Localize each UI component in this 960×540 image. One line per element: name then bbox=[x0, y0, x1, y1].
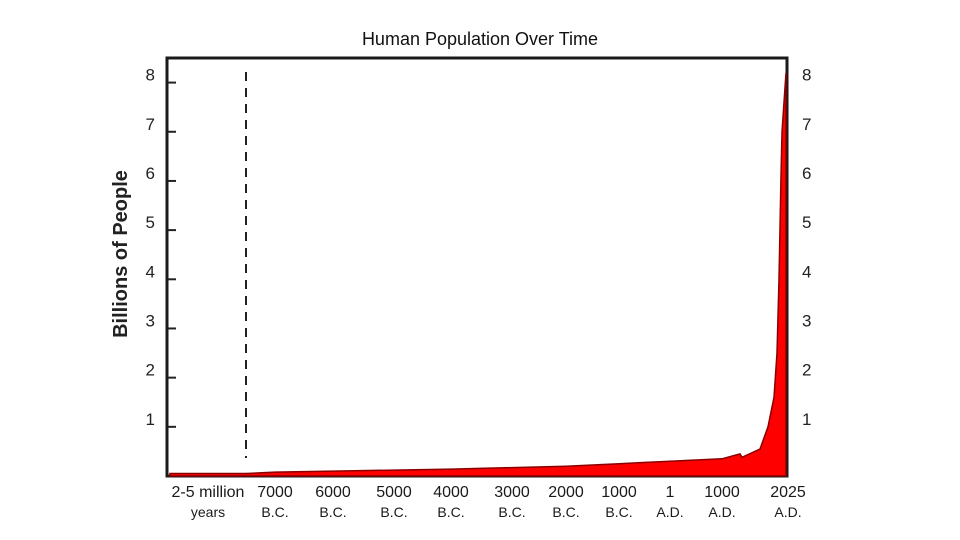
x-tick-label: 1000 bbox=[601, 484, 637, 501]
y-tick-label-right: 1 bbox=[802, 410, 811, 429]
y-ticks-left: 1 2 3 4 5 6 7 8 bbox=[146, 66, 176, 429]
x-tick-label: 3000 bbox=[494, 484, 530, 501]
y-tick-label-right: 7 bbox=[802, 115, 811, 134]
x-tick-label: 7000 bbox=[257, 484, 293, 501]
x-tick-label: 5000 bbox=[376, 484, 412, 501]
y-tick-label-left: 1 bbox=[146, 410, 155, 429]
y-tick-label-right: 6 bbox=[802, 164, 811, 183]
y-tick-label-right: 3 bbox=[802, 311, 811, 330]
y-tick-label-left: 5 bbox=[146, 213, 155, 232]
y-axis-label: Billions of People bbox=[110, 170, 132, 338]
y-ticks-right: 1 2 3 4 5 6 7 8 bbox=[802, 66, 811, 429]
x-tick-label: 2-5 million bbox=[172, 484, 245, 501]
y-tick-label-left: 2 bbox=[146, 361, 155, 380]
plot-frame bbox=[165, 56, 789, 478]
y-tick-label-left: 3 bbox=[146, 311, 155, 330]
y-tick-label-left: 7 bbox=[146, 115, 155, 134]
x-tick-sublabel: A.D. bbox=[708, 504, 735, 520]
x-ticks: 2-5 million years 7000 B.C. 6000 B.C. 5000 B.C.… bbox=[172, 484, 806, 520]
y-tick-label-left: 4 bbox=[146, 262, 155, 281]
x-tick-sublabel: B.C. bbox=[552, 504, 579, 520]
x-tick-label: 1000 bbox=[704, 484, 740, 501]
x-tick-sublabel: B.C. bbox=[319, 504, 346, 520]
x-tick-label: 6000 bbox=[315, 484, 351, 501]
y-tick-label-left: 8 bbox=[146, 66, 155, 85]
chart-title: Human Population Over Time bbox=[361, 29, 599, 49]
x-tick-label: 4000 bbox=[433, 484, 469, 501]
x-tick-sublabel: B.C. bbox=[605, 504, 632, 520]
x-tick-sublabel: B.C. bbox=[261, 504, 288, 520]
x-tick-sublabel: A.D. bbox=[774, 504, 801, 520]
x-tick-sublabel: years bbox=[191, 504, 225, 520]
x-tick-sublabel: B.C. bbox=[380, 504, 407, 520]
x-tick-sublabel: B.C. bbox=[437, 504, 464, 520]
y-tick-label-right: 4 bbox=[802, 262, 811, 281]
x-tick-label: 2025 bbox=[770, 484, 806, 501]
x-tick-sublabel: A.D. bbox=[656, 504, 683, 520]
y-tick-label-right: 8 bbox=[802, 66, 811, 85]
y-tick-label-right: 5 bbox=[802, 213, 811, 232]
population-area bbox=[169, 72, 787, 477]
x-tick-label: 2000 bbox=[548, 484, 584, 501]
y-tick-label-left: 6 bbox=[146, 164, 155, 183]
x-tick-sublabel: B.C. bbox=[498, 504, 525, 520]
y-tick-label-right: 2 bbox=[802, 361, 811, 380]
x-tick-label: 1 bbox=[666, 484, 675, 501]
